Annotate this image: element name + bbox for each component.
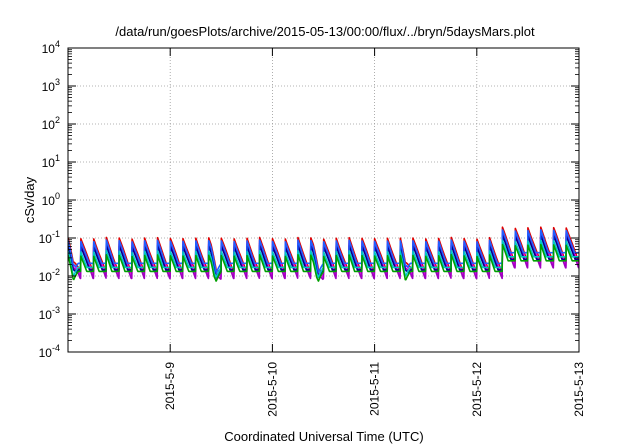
- y-tick-labels: 104 103 102 101 100 10-1 10-2 10-3 10-4: [39, 39, 60, 360]
- y-tick-label: 103: [42, 77, 60, 94]
- y-tick-label: 10-2: [39, 267, 60, 284]
- y-tick-label: 10-1: [39, 229, 60, 246]
- y-tick-label: 10-3: [39, 305, 60, 322]
- x-tick-label: 2015-5-9: [163, 362, 177, 410]
- series-line-7: [68, 243, 579, 282]
- x-tick-label: 2015-5-12: [470, 362, 484, 417]
- y-axis-label: cSv/day: [22, 176, 37, 223]
- x-tick-label: 2015-5-10: [265, 362, 279, 417]
- y-tick-label: 101: [42, 153, 60, 170]
- y-tick-label: 10-4: [39, 343, 60, 360]
- x-tick-labels: 2015-5-9 2015-5-10 2015-5-11 2015-5-12 2015-…: [163, 362, 586, 417]
- x-axis-label: Coordinated Universal Time (UTC): [224, 429, 423, 444]
- y-tick-label: 102: [42, 115, 60, 132]
- x-tick-label: 2015-5-11: [368, 362, 382, 416]
- axis-ticks: [68, 47, 580, 353]
- grid-lines: [68, 48, 579, 352]
- series-layer: [68, 226, 579, 282]
- y-tick-label: 100: [42, 191, 60, 208]
- x-tick-label: 2015-5-13: [572, 362, 586, 417]
- chart-title: /data/run/goesPlots/archive/2015-05-13/0…: [115, 24, 535, 39]
- y-tick-label: 104: [42, 39, 60, 56]
